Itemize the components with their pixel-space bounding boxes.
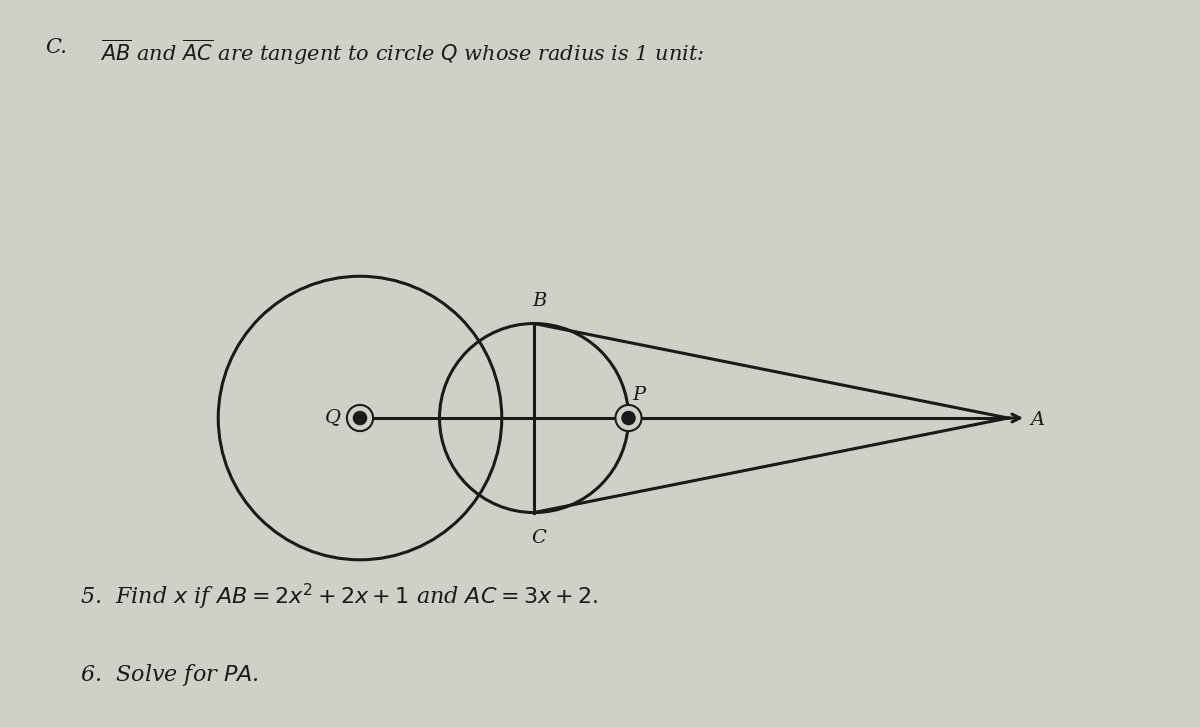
Text: Q: Q <box>325 408 341 426</box>
Text: 6.  Solve for $PA$.: 6. Solve for $PA$. <box>80 662 259 688</box>
Text: $\overline{AB}$ and $\overline{AC}$ are tangent to circle $Q$ whose radius is 1 : $\overline{AB}$ and $\overline{AC}$ are … <box>100 38 704 67</box>
Circle shape <box>622 411 636 425</box>
Text: B: B <box>532 292 546 310</box>
Circle shape <box>616 405 642 431</box>
Text: A: A <box>1030 411 1044 429</box>
Text: C: C <box>532 529 546 547</box>
Text: P: P <box>632 386 646 404</box>
Circle shape <box>353 411 367 425</box>
Text: C.: C. <box>46 38 67 57</box>
Text: 5.  Find $x$ if $AB = 2x^2 + 2x + 1$ and $AC = 3x + 2.$: 5. Find $x$ if $AB = 2x^2 + 2x + 1$ and … <box>80 582 599 612</box>
Circle shape <box>347 405 373 431</box>
